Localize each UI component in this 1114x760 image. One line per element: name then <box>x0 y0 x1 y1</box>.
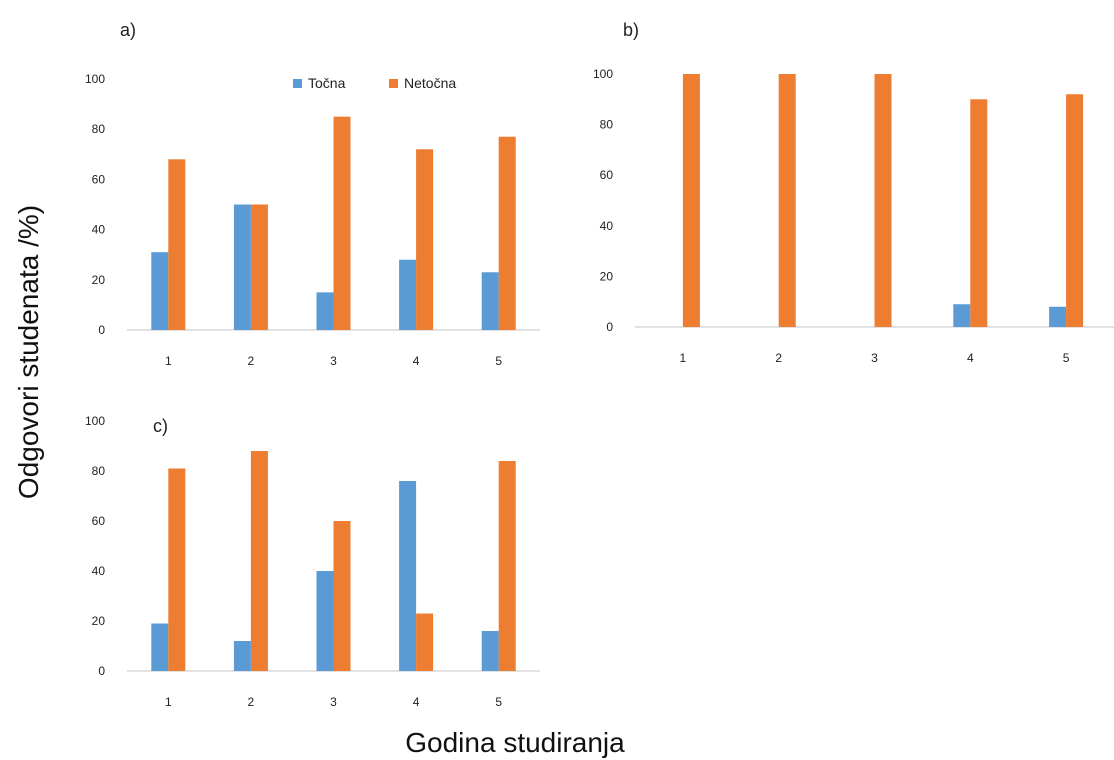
bar-netocna-year-3 <box>333 521 351 671</box>
x-tick-label: 4 <box>413 695 420 709</box>
y-tick-label: 20 <box>600 269 614 283</box>
bar-netocna-year-5 <box>498 136 516 330</box>
bar-netocna-year-5 <box>1066 94 1084 328</box>
y-tick-label: 100 <box>593 67 613 81</box>
y-tick-label: 60 <box>92 172 106 186</box>
x-tick-label: 4 <box>967 351 974 365</box>
legend-label-tocna: Točna <box>308 75 346 91</box>
bar-tocna-year-5 <box>1049 306 1067 327</box>
bar-netocna-year-1 <box>168 468 186 671</box>
bar-netocna-year-2 <box>778 74 796 327</box>
bar-tocna-year-1 <box>151 252 169 330</box>
x-tick-label: 1 <box>165 354 172 368</box>
y-tick-label: 40 <box>92 223 106 237</box>
y-tick-label: 60 <box>92 514 106 528</box>
x-axis-title: Godina studiranja <box>405 727 625 758</box>
x-tick-label: 3 <box>330 354 337 368</box>
bar-tocna-year-2 <box>233 641 251 671</box>
bar-netocna-year-1 <box>682 74 700 327</box>
y-tick-label: 0 <box>98 323 105 337</box>
panel-a-chart: a) 0 20 40 60 80 100 1 2 3 4 5 Točna Netočna <box>85 20 540 368</box>
legend-label-netocna: Netočna <box>404 75 456 91</box>
x-tick-label: 3 <box>330 695 337 709</box>
bar-netocna-year-4 <box>416 613 434 671</box>
bar-tocna-year-4 <box>399 259 417 330</box>
x-tick-label: 4 <box>413 354 420 368</box>
legend: Točna Netočna <box>293 75 456 91</box>
x-tick-label: 5 <box>495 695 502 709</box>
y-tick-label: 80 <box>92 464 106 478</box>
x-tick-label: 1 <box>680 351 687 365</box>
x-tick-label: 5 <box>495 354 502 368</box>
panel-c-label: c) <box>153 416 168 436</box>
bar-tocna-year-2 <box>233 204 251 330</box>
y-tick-label: 60 <box>600 168 614 182</box>
bar-tocna-year-5 <box>481 631 499 671</box>
bar-netocna-year-3 <box>333 116 351 331</box>
bar-tocna-year-4 <box>953 304 971 327</box>
y-tick-label: 80 <box>600 118 614 132</box>
bar-tocna-year-1 <box>151 623 169 671</box>
bar-tocna-year-5 <box>481 272 499 330</box>
y-tick-label: 0 <box>98 664 105 678</box>
legend-swatch-netocna <box>389 79 398 88</box>
y-tick-label: 20 <box>92 273 106 287</box>
y-tick-label: 80 <box>92 122 106 136</box>
panel-c-chart: c) 0 20 40 60 80 100 1 2 3 4 5 <box>85 414 540 709</box>
y-tick-label: 100 <box>85 414 105 428</box>
bar-tocna-year-3 <box>316 292 334 330</box>
bar-tocna-year-3 <box>316 571 334 671</box>
y-tick-label: 20 <box>92 614 106 628</box>
bar-netocna-year-3 <box>874 74 892 327</box>
panel-b-label: b) <box>623 20 639 40</box>
y-axis-title: Odgovori studenata /%) <box>13 205 44 499</box>
bar-netocna-year-5 <box>498 461 516 671</box>
x-tick-label: 1 <box>165 695 172 709</box>
bar-tocna-year-4 <box>399 481 417 671</box>
bar-netocna-year-2 <box>250 204 268 330</box>
y-tick-label: 40 <box>600 219 614 233</box>
legend-swatch-tocna <box>293 79 302 88</box>
y-tick-label: 40 <box>92 564 106 578</box>
x-tick-label: 2 <box>248 695 255 709</box>
panel-b-chart: b) 0 20 40 60 80 100 1 2 3 4 5 <box>593 20 1114 365</box>
bar-netocna-year-1 <box>168 159 186 330</box>
x-tick-label: 2 <box>248 354 255 368</box>
x-tick-label: 2 <box>775 351 782 365</box>
x-tick-label: 3 <box>871 351 878 365</box>
bar-netocna-year-4 <box>970 99 988 327</box>
x-tick-label: 5 <box>1063 351 1070 365</box>
panel-a-label: a) <box>120 20 136 40</box>
y-tick-label: 0 <box>606 320 613 334</box>
bar-netocna-year-4 <box>416 149 434 330</box>
y-tick-label: 100 <box>85 72 105 86</box>
bar-netocna-year-2 <box>250 451 268 671</box>
